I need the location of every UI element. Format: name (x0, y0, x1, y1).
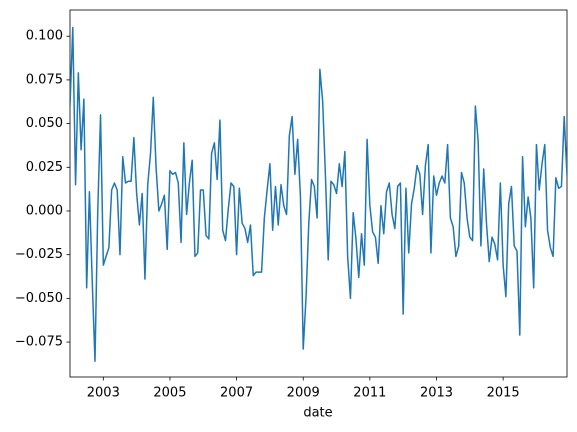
y-tick-label: −0.025 (15, 247, 63, 262)
y-tick-label: 0.000 (26, 203, 63, 218)
y-tick-label: −0.050 (15, 291, 63, 306)
x-tick-label: 2007 (220, 386, 253, 401)
y-tick-label: 0.025 (26, 160, 63, 175)
x-axis-label: date (303, 406, 332, 421)
data-line (70, 26, 567, 363)
y-tick-label: 0.100 (26, 29, 63, 44)
x-tick-label: 2011 (353, 386, 386, 401)
y-tick-label: −0.075 (15, 335, 63, 350)
x-tick-label: 2015 (487, 386, 520, 401)
x-tick-label: 2003 (87, 386, 120, 401)
y-tick-label: 0.050 (26, 116, 63, 131)
x-tick-label: 2009 (287, 386, 320, 401)
y-tick-label: 0.075 (26, 72, 63, 87)
x-tick-label: 2005 (153, 386, 186, 401)
axes-frame (69, 9, 568, 378)
x-tick-label: 2013 (420, 386, 453, 401)
